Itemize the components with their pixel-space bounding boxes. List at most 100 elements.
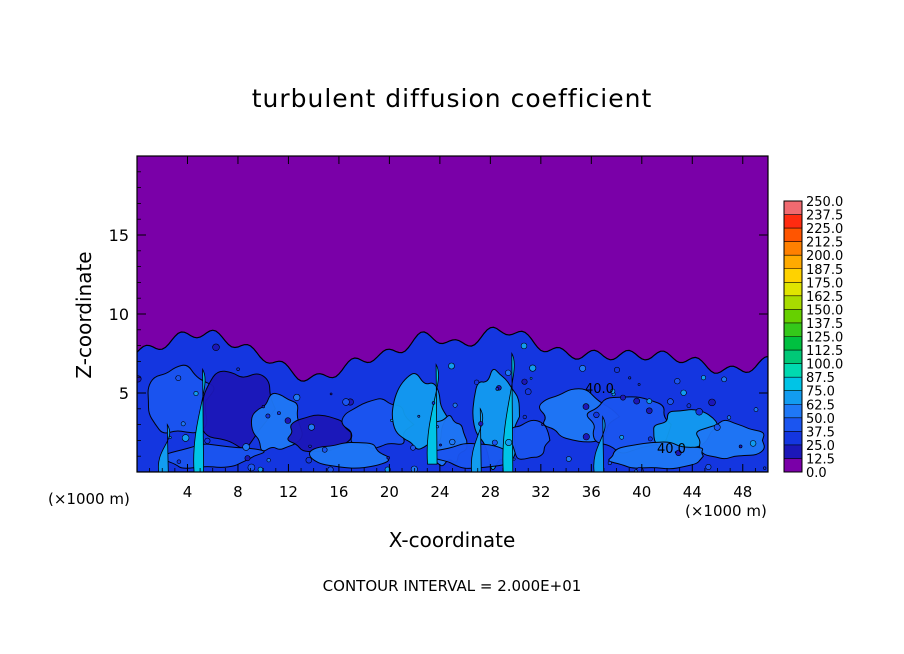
colorbar-swatch — [784, 377, 802, 391]
speckle — [449, 438, 456, 446]
plume-streak — [471, 407, 484, 472]
colorbar-swatch — [784, 295, 802, 310]
colorbar-level-label: 125.0 — [806, 331, 843, 346]
turbulence-blob — [147, 364, 215, 434]
colorbar-level-label: 250.0 — [806, 195, 843, 210]
speckle — [435, 425, 439, 429]
colorbar-swatch — [784, 336, 802, 351]
speckle — [247, 463, 256, 472]
colorbar-level-label: 75.0 — [806, 385, 835, 400]
speckle — [212, 343, 220, 351]
speckle — [620, 394, 626, 401]
speckle — [495, 387, 500, 391]
speckle — [439, 443, 442, 447]
x-tick-label: 20 — [380, 483, 399, 501]
speckle — [284, 417, 292, 424]
colorbar-level-label: 0.0 — [806, 466, 827, 481]
speckle — [305, 457, 312, 464]
x-tick-label: 28 — [481, 483, 500, 501]
speckle — [175, 375, 182, 381]
colorbar-swatch — [784, 363, 802, 378]
colorbar-swatch — [784, 214, 802, 229]
x-tick-label: 8 — [233, 483, 243, 501]
speckle — [236, 367, 240, 371]
x-tick-label: 44 — [683, 483, 702, 501]
speckle — [265, 413, 271, 419]
speckle — [417, 414, 421, 418]
speckle — [674, 378, 681, 385]
speckle — [242, 443, 250, 451]
colorbar-swatch — [784, 228, 802, 242]
speckle — [512, 457, 516, 461]
speckle — [321, 446, 328, 453]
turbulence-field: 40.0 40.0 — [137, 156, 768, 472]
colorbar-level-label: 200.0 — [806, 249, 843, 264]
colorbar-level-label: 150.0 — [806, 303, 843, 318]
x-tick-label: 4 — [183, 483, 193, 501]
speckle — [582, 433, 590, 441]
colorbar-swatch — [784, 322, 802, 337]
speckle — [257, 466, 264, 472]
y-tick-label: 10 — [109, 305, 129, 324]
x-tick-label: 40 — [632, 483, 651, 501]
speckle — [637, 383, 641, 386]
speckle — [646, 398, 653, 405]
speckle — [565, 456, 572, 462]
speckle — [505, 438, 513, 446]
contour-label: 40.0 — [585, 382, 614, 397]
speckle — [308, 444, 312, 448]
speckle — [342, 398, 350, 406]
speckle — [390, 418, 394, 422]
speckle — [680, 389, 687, 396]
speckle — [181, 434, 190, 442]
speckle — [522, 414, 527, 420]
turbulence-blob — [696, 419, 765, 460]
speckle — [726, 415, 732, 420]
colorbar-level-label: 37.5 — [806, 425, 835, 440]
speckle — [520, 342, 528, 350]
speckle — [521, 378, 528, 385]
speckle — [628, 376, 632, 380]
speckle — [276, 411, 281, 416]
speckle — [738, 444, 743, 449]
x-unit-label-right: (×1000 m) — [685, 502, 767, 520]
speckle — [686, 403, 692, 409]
colorbar-level-label: 137.5 — [806, 317, 843, 332]
colorbar-level-label: 162.5 — [806, 290, 843, 305]
speckle — [705, 463, 712, 470]
speckle — [541, 423, 545, 426]
speckle — [386, 456, 390, 460]
colorbar-swatch — [784, 417, 802, 432]
speckle — [261, 405, 265, 409]
colorbar-swatch — [784, 444, 802, 459]
x-unit-label-left: (×1000 m) — [48, 490, 130, 508]
plume-streak — [593, 415, 606, 472]
speckle — [675, 449, 682, 457]
speckle — [721, 376, 727, 383]
x-tick-label: 48 — [733, 483, 752, 501]
speckle — [137, 375, 142, 383]
colorbar-level-label: 12.5 — [806, 452, 835, 467]
plume-streak — [426, 363, 439, 465]
speckle — [619, 434, 625, 440]
speckle — [308, 423, 315, 431]
speckle — [452, 402, 458, 408]
speckle — [610, 388, 616, 394]
colorbar-level-label: 62.5 — [806, 398, 835, 413]
speckle — [749, 440, 757, 447]
chart-title: turbulent diffusion coefficient — [251, 84, 653, 113]
speckle — [695, 408, 703, 416]
speckle — [244, 455, 251, 462]
speckle — [647, 436, 653, 442]
x-tick-label: 24 — [430, 483, 449, 501]
speckle — [713, 423, 721, 431]
colorbar-level-label: 100.0 — [806, 358, 843, 373]
colorbar-level-label: 25.0 — [806, 439, 835, 454]
colorbar-level-label: 50.0 — [806, 412, 835, 427]
contour-interval-note: CONTOUR INTERVAL = 2.000E+01 — [322, 577, 582, 595]
speckle — [474, 379, 480, 385]
speckle — [700, 375, 706, 381]
